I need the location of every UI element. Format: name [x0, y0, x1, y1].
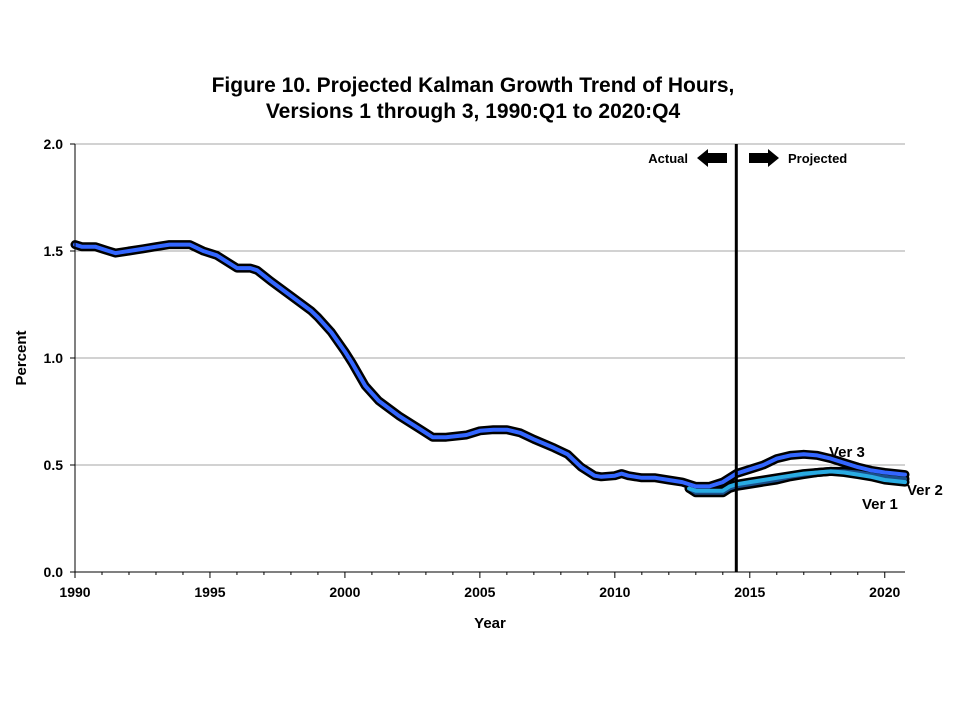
- y-tick-label: 1.5: [44, 243, 64, 259]
- series-label-ver1: Ver 1: [862, 496, 898, 513]
- y-tick-label: 2.0: [44, 136, 64, 152]
- x-tick-label: 2020: [869, 584, 900, 600]
- y-tick-label: 0.0: [44, 564, 64, 580]
- x-axis-ticks: 1990 1995 2000 2005 2010 2015 2020: [59, 572, 901, 600]
- x-tick-label: 2015: [734, 584, 765, 600]
- gridlines: [75, 143, 905, 466]
- x-axis-label: Year: [474, 615, 506, 632]
- series-line-ver3: [73, 242, 907, 489]
- chart-title-line-2: Versions 1 through 3, 1990:Q1 to 2020:Q4: [266, 100, 681, 123]
- x-tick-label: 2010: [599, 584, 630, 600]
- series-outline: [70, 240, 910, 491]
- series-line-ver2: [687, 469, 907, 493]
- y-axis-label: Percent: [13, 330, 30, 385]
- right-arrow-icon: [749, 149, 779, 167]
- projected-label: Projected: [788, 151, 847, 166]
- series-lines: [70, 240, 910, 498]
- series-label-ver3: Ver 3: [829, 444, 865, 461]
- axes: [74, 144, 905, 573]
- y-tick-label: 1.0: [44, 350, 64, 366]
- chart-title-line-1: Figure 10. Projected Kalman Growth Trend…: [212, 74, 735, 97]
- x-tick-label: 2005: [464, 584, 495, 600]
- actual-label: Actual: [648, 151, 688, 166]
- x-tick-label: 2000: [329, 584, 360, 600]
- x-tick-label: 1990: [59, 584, 90, 600]
- projected-annotation: Projected: [749, 149, 847, 167]
- y-tick-label: 0.5: [44, 457, 64, 473]
- series-label-ver2: Ver 2: [907, 482, 943, 499]
- y-axis-ticks: 0.0 0.5 1.0 1.5 2.0: [44, 136, 75, 580]
- x-tick-label: 1995: [194, 584, 225, 600]
- left-arrow-icon: [697, 149, 727, 167]
- actual-annotation: Actual: [648, 149, 727, 167]
